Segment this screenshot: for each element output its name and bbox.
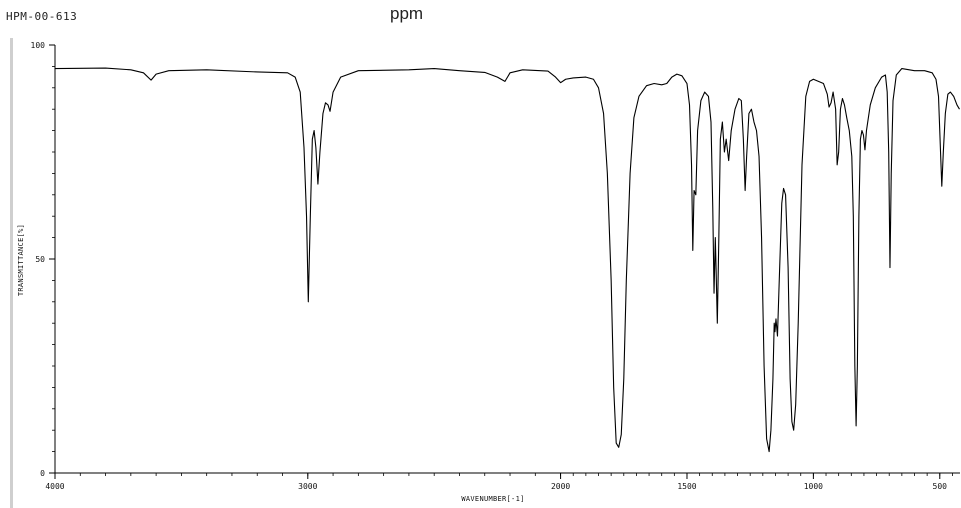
x-tick-label: 4000	[45, 482, 64, 491]
chart-title: ppm	[390, 4, 424, 23]
y-axis-label: TRANSMITTANCE[%]	[17, 224, 25, 296]
x-axis-label: WAVENUMBER[-1]	[461, 495, 524, 503]
chart-axes	[54, 45, 960, 474]
spectrum-line	[54, 67, 960, 453]
chart-ticks: 4000 3000 2000 1500 1000 500 0 50 100	[31, 41, 953, 491]
sample-id-label: HPM-00-613	[6, 10, 78, 23]
x-tick-label: 2000	[551, 482, 570, 491]
x-tick-label: 1000	[804, 482, 823, 491]
x-tick-label: 3000	[298, 482, 317, 491]
x-tick-label: 1500	[677, 482, 696, 491]
window-edge-bar	[10, 38, 13, 508]
y-tick-label: 50	[35, 255, 45, 264]
y-tick-label: 0	[40, 469, 45, 478]
y-tick-label: 100	[31, 41, 46, 50]
x-tick-label: 500	[933, 482, 948, 491]
